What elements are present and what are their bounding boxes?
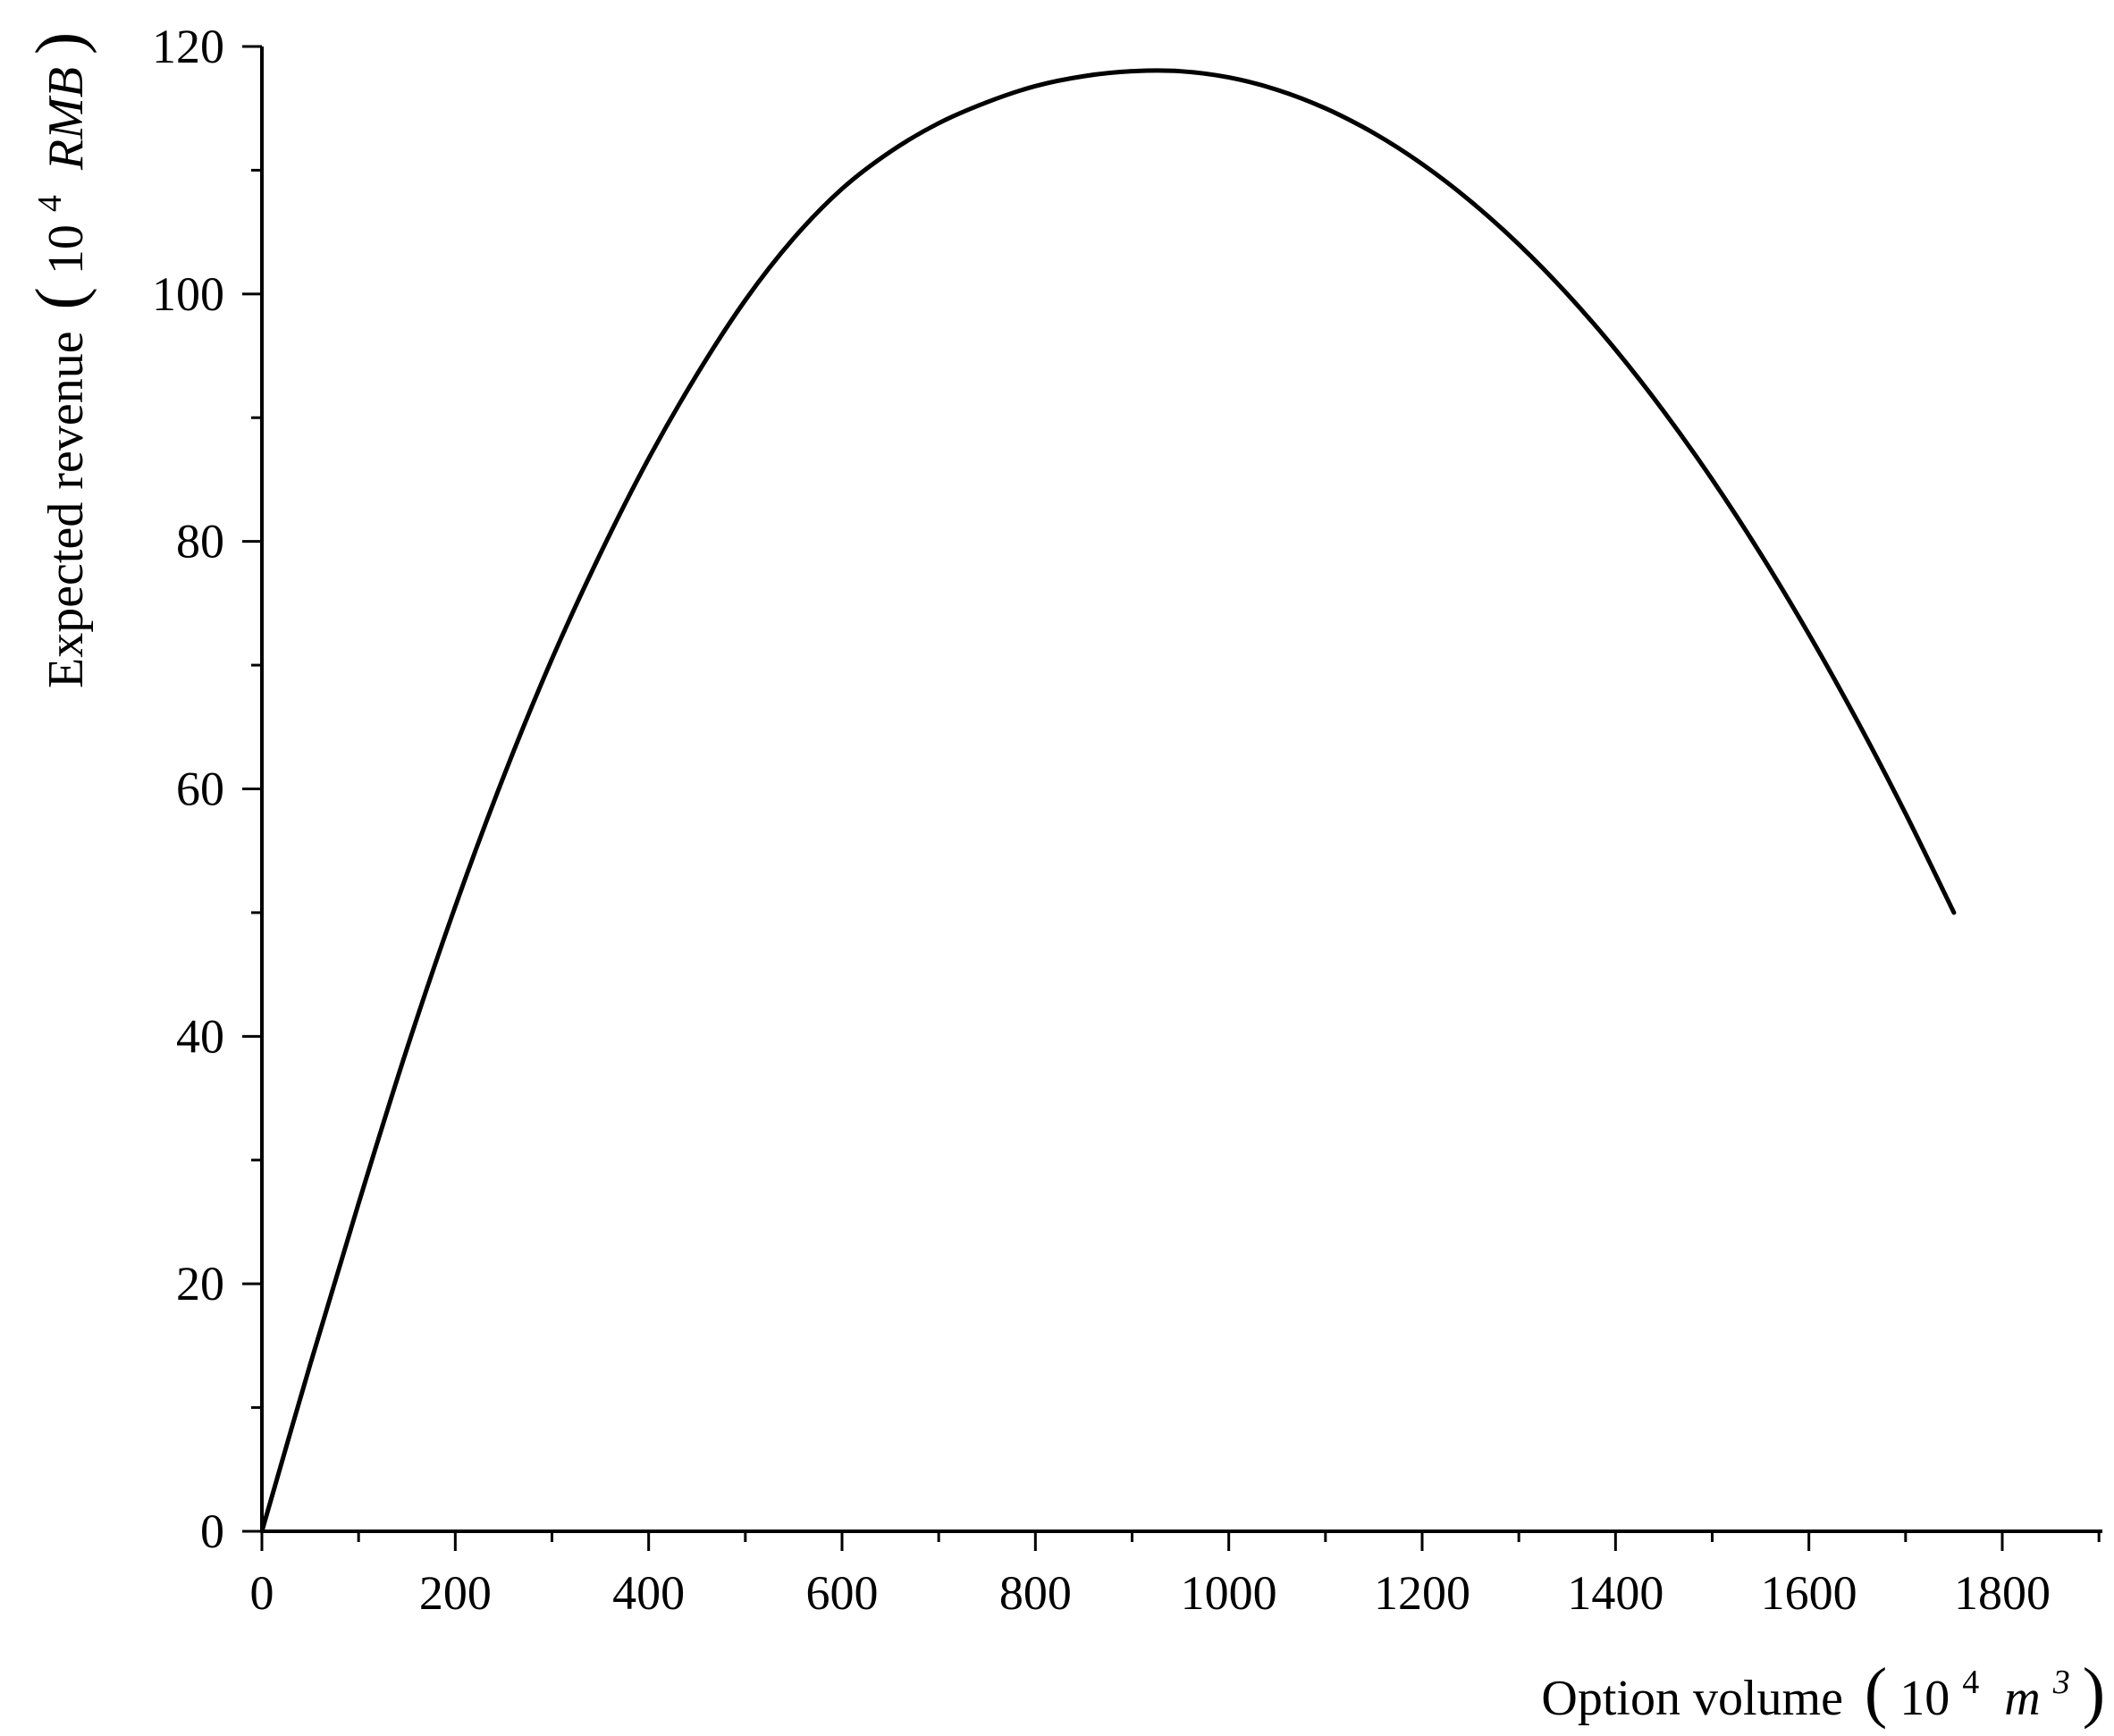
x-tick-label: 1600 xyxy=(1761,1566,1857,1620)
x-tick-label: 200 xyxy=(419,1566,492,1620)
y-axis-open-paren: ( xyxy=(22,287,97,309)
x-tick-label: 1800 xyxy=(1954,1566,2051,1620)
y-axis-title-text: Expected revenue xyxy=(38,331,94,688)
series-layer xyxy=(259,68,1957,1534)
x-ticks: 0 200 400 600 800 1000 1200 1400 1600 1800 xyxy=(250,1531,2101,1620)
y-axis-close-paren: ) xyxy=(22,32,97,55)
x-axis-open-paren: ( xyxy=(1865,1655,1887,1730)
y-ticks: 0 20 40 60 80 100 120 xyxy=(152,20,262,1558)
x-axis-title-text: Option volume xyxy=(1541,1671,1843,1726)
y-axis-unit-var: RMB xyxy=(38,67,94,171)
expected-revenue-line xyxy=(259,68,1957,1534)
x-axis-close-paren: ) xyxy=(2083,1655,2105,1730)
y-tick-label: 20 xyxy=(176,1257,224,1310)
x-axis-unit-var-exp: 3 xyxy=(2052,1664,2070,1701)
x-axis-title: Option volume ( 10 4 m 3 ) xyxy=(1541,1649,2105,1730)
y-axis-unit-base-exp: 4 xyxy=(31,195,69,212)
x-tick-label: 1400 xyxy=(1567,1566,1663,1620)
x-tick-label: 1200 xyxy=(1374,1566,1470,1620)
x-tick-label: 1000 xyxy=(1181,1566,1277,1620)
x-axis-unit-base-exp: 4 xyxy=(1962,1664,1979,1701)
y-tick-label: 0 xyxy=(200,1504,224,1558)
x-axis-unit-base: 10 xyxy=(1899,1671,1950,1726)
y-axis-unit-base: 10 xyxy=(38,224,94,274)
x-axis-unit-var: m xyxy=(2004,1671,2040,1726)
y-tick-label: 100 xyxy=(152,267,224,321)
x-tick-label: 800 xyxy=(999,1566,1072,1620)
y-tick-label: 60 xyxy=(176,763,224,816)
x-tick-label: 0 xyxy=(250,1566,274,1620)
y-tick-label: 40 xyxy=(176,1009,224,1063)
x-tick-label: 400 xyxy=(612,1566,685,1620)
y-tick-label: 120 xyxy=(152,20,224,73)
x-axis: 0 200 400 600 800 1000 1200 1400 1600 1800 xyxy=(250,1530,2102,1620)
y-tick-label: 80 xyxy=(176,515,224,569)
y-axis: 0 20 40 60 80 100 120 xyxy=(152,20,264,1558)
y-axis-title: Expected revenue ( 10 4 RMB ) xyxy=(17,32,97,688)
x-tick-label: 600 xyxy=(806,1566,879,1620)
